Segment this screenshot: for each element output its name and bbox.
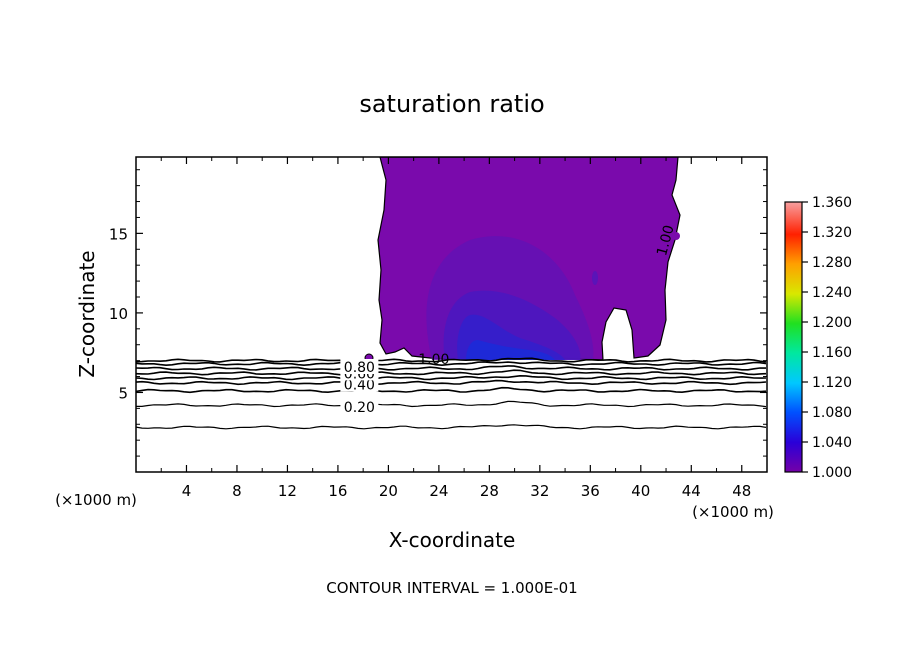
contour-line bbox=[136, 365, 767, 371]
colorbar-tick-label: 1.320 bbox=[812, 225, 852, 241]
region-small-cell bbox=[592, 271, 598, 285]
y-tick-label: 5 bbox=[118, 384, 128, 402]
y-axis: 5 10 15 bbox=[109, 169, 767, 457]
x-tick-label: 36 bbox=[581, 482, 600, 500]
colorbar bbox=[784, 201, 803, 473]
contour-lines bbox=[136, 357, 767, 430]
colorbar-tick-label: 1.000 bbox=[812, 465, 852, 481]
contour-line bbox=[136, 379, 767, 386]
x-unit-right: (×1000 m) bbox=[692, 503, 774, 521]
contour-label: 1.00 bbox=[418, 352, 449, 368]
contour-label: 1.00 bbox=[654, 223, 678, 257]
chart-title: saturation ratio bbox=[359, 90, 544, 118]
contour-label: 0.80 bbox=[344, 360, 375, 376]
contour-line bbox=[136, 424, 767, 430]
contour-line bbox=[136, 369, 767, 376]
contour-line bbox=[136, 400, 767, 408]
colorbar-ticks: 1.360 1.320 1.280 1.240 1.200 1.160 1.120 1.080… bbox=[802, 195, 852, 481]
colorbar-tick-label: 1.200 bbox=[812, 315, 852, 331]
x-tick-label: 24 bbox=[429, 482, 448, 500]
contour-label: 0.20 bbox=[344, 400, 375, 416]
x-tick-label: 48 bbox=[732, 482, 751, 500]
contour-line bbox=[136, 374, 767, 381]
x-tick-label: 32 bbox=[530, 482, 549, 500]
colorbar-tick-label: 1.360 bbox=[812, 195, 852, 211]
x-axis: 4 8 12 16 20 24 28 32 36 40 44 48 bbox=[160, 157, 751, 500]
x-tick-label: 20 bbox=[379, 482, 398, 500]
plot-content bbox=[136, 157, 767, 430]
y-tick-label: 10 bbox=[109, 305, 128, 323]
contour-line bbox=[136, 361, 767, 367]
contour-interval-note: CONTOUR INTERVAL = 1.000E-01 bbox=[326, 579, 577, 597]
y-tick-label: 15 bbox=[109, 225, 128, 243]
contour-label-bg bbox=[340, 359, 379, 374]
x-tick-label: 28 bbox=[480, 482, 499, 500]
contour-labels: 0.200.400.600.80 1.001.00 bbox=[340, 223, 678, 416]
contour-label-bg bbox=[340, 398, 379, 414]
y-axis-label: Z-coordinate bbox=[75, 250, 99, 377]
x-tick-label: 8 bbox=[232, 482, 242, 500]
colorbar-tick-label: 1.240 bbox=[812, 285, 852, 301]
contour-line bbox=[136, 386, 767, 394]
x-unit-left: (×1000 m) bbox=[55, 491, 137, 509]
colorbar-tick-label: 1.040 bbox=[812, 435, 852, 451]
x-tick-label: 12 bbox=[278, 482, 297, 500]
colorbar-tick-label: 1.120 bbox=[812, 375, 852, 391]
contour-line bbox=[136, 357, 767, 363]
colorbar-tick-label: 1.280 bbox=[812, 255, 852, 271]
contour-label: 0.40 bbox=[344, 378, 375, 394]
region-level-4 bbox=[466, 340, 555, 360]
x-tick-label: 16 bbox=[328, 482, 347, 500]
colorbar-tick-label: 1.160 bbox=[812, 345, 852, 361]
plot-frame bbox=[135, 156, 768, 473]
colorbar-tick-label: 1.080 bbox=[812, 405, 852, 421]
x-tick-label: 4 bbox=[182, 482, 192, 500]
region-edge-blob bbox=[672, 232, 680, 240]
x-tick-label: 40 bbox=[631, 482, 650, 500]
x-tick-label: 44 bbox=[682, 482, 701, 500]
x-axis-label: X-coordinate bbox=[389, 528, 516, 552]
